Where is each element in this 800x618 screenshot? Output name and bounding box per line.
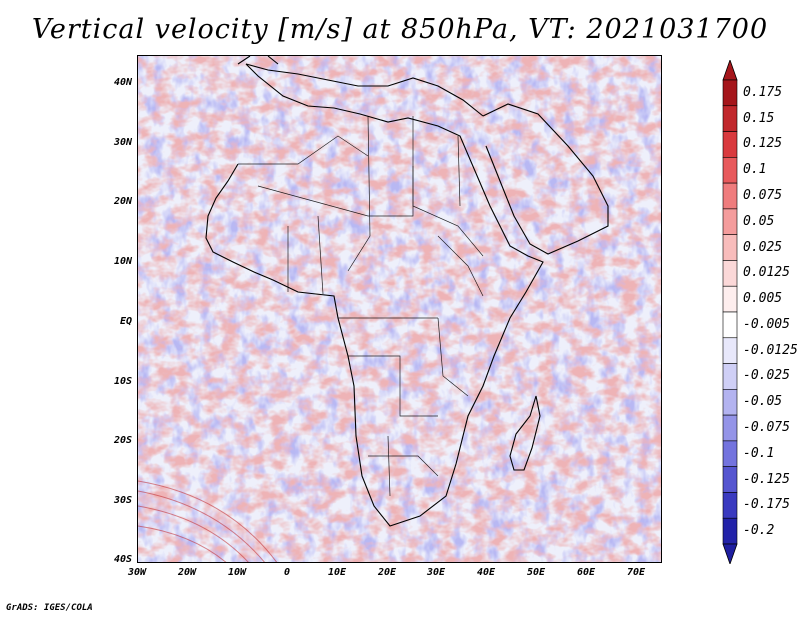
- velocity-map: [137, 55, 662, 563]
- colorbar-label: -0.125: [743, 471, 790, 487]
- colorbar-top-arrow: [722, 60, 738, 81]
- colorbar-swatch: [722, 182, 738, 210]
- colorbar-swatch: [722, 208, 738, 235]
- colorbar-label: 0.075: [743, 188, 783, 203]
- colorbar-swatch: [722, 440, 738, 467]
- colorbar-swatch: [722, 363, 738, 390]
- colorbar-bottom-arrow: [722, 543, 738, 564]
- border-line: [457, 135, 461, 207]
- gyre-line: [138, 505, 249, 562]
- colorbar-swatch: [722, 414, 738, 442]
- colorbar-label: -0.175: [743, 497, 790, 513]
- arabian-peninsula: [482, 103, 609, 255]
- border-line: [387, 435, 391, 497]
- ocean-gyre-lines: [138, 480, 278, 562]
- colorbar-swatch: [722, 466, 738, 493]
- lat-label: 30S: [113, 495, 132, 506]
- lon-label: 50E: [526, 567, 546, 578]
- lat-label: 30N: [113, 137, 132, 148]
- colorbar-swatch: [722, 105, 738, 132]
- gyre-line: [138, 490, 265, 562]
- madagascar: [509, 395, 541, 471]
- lon-label: 0: [283, 567, 291, 578]
- colorbar-swatch: [722, 492, 738, 519]
- colorbar-label: -0.1: [743, 445, 775, 461]
- colorbar-swatch: [722, 131, 738, 158]
- map-title: Vertical velocity [m/s] at 850hPa, VT: 2…: [31, 14, 769, 45]
- credit-text: GrADS: IGES/COLA: [6, 603, 93, 613]
- colorbar-label: -0.075: [743, 420, 790, 435]
- lat-label: 10N: [113, 256, 132, 267]
- border-line: [348, 355, 438, 417]
- lat-label: 20S: [113, 435, 132, 446]
- colorbar-swatch: [722, 234, 738, 261]
- colorbar-label: 0.05: [743, 213, 775, 229]
- colorbar-label: 0.0125: [743, 265, 790, 281]
- gyre-line: [138, 480, 278, 562]
- colorbar-label: 0.15: [743, 110, 775, 126]
- colorbar-label: -0.005: [743, 316, 790, 332]
- colorbar-swatch: [722, 285, 738, 313]
- gyre-line: [138, 525, 227, 562]
- velocity-noise-field: [138, 56, 661, 562]
- colorbar-swatch: [722, 517, 738, 545]
- mediterranean-coast: [245, 63, 484, 117]
- lon-label: 40E: [476, 567, 496, 578]
- lon-label: 10E: [327, 567, 347, 578]
- lon-label: 30W: [127, 567, 147, 578]
- colorbar-swatch: [722, 337, 738, 364]
- colorbar-label: -0.0125: [743, 342, 798, 358]
- border-line: [368, 455, 439, 477]
- lat-label: 40N: [113, 77, 132, 88]
- velocity-field: [138, 56, 661, 562]
- colorbar-label: 0.125: [743, 136, 783, 152]
- coastlines: [205, 56, 609, 527]
- border-line: [347, 115, 371, 272]
- colorbar-label: -0.025: [743, 368, 790, 384]
- colorbar-label: 0.005: [743, 291, 783, 307]
- lat-label: 20N: [113, 196, 132, 207]
- colorbar-label: 0.1: [743, 162, 767, 178]
- border-line: [317, 215, 324, 295]
- colorbar-label: 0.025: [743, 239, 783, 255]
- border-line: [412, 116, 484, 257]
- iberia: [237, 56, 279, 65]
- lon-label: 60E: [576, 567, 596, 578]
- country-borders: [238, 115, 484, 497]
- africa-coastline: [205, 63, 544, 527]
- lon-label: 70E: [626, 567, 646, 578]
- lat-label: EQ: [119, 316, 132, 327]
- border-line: [437, 317, 469, 397]
- lat-label: 10S: [113, 376, 132, 387]
- colorbar-label: 0.175: [743, 84, 783, 100]
- lon-label: 30E: [426, 567, 446, 578]
- colorbar-swatch: [722, 389, 738, 416]
- lat-label: 40S: [113, 554, 132, 565]
- lon-label: 10W: [227, 567, 247, 578]
- colorbar-swatch: [722, 79, 738, 107]
- colorbar-swatch: [722, 311, 738, 339]
- border-line: [238, 135, 369, 165]
- colorbar-swatch: [722, 260, 738, 287]
- colorbar: [722, 60, 738, 564]
- colorbar-swatch: [722, 157, 738, 184]
- colorbar-label: -0.05: [743, 394, 783, 410]
- colorbar-label: -0.2: [743, 523, 775, 539]
- lon-label: 20W: [177, 567, 197, 578]
- border-line: [437, 235, 484, 297]
- lon-label: 20E: [377, 567, 397, 578]
